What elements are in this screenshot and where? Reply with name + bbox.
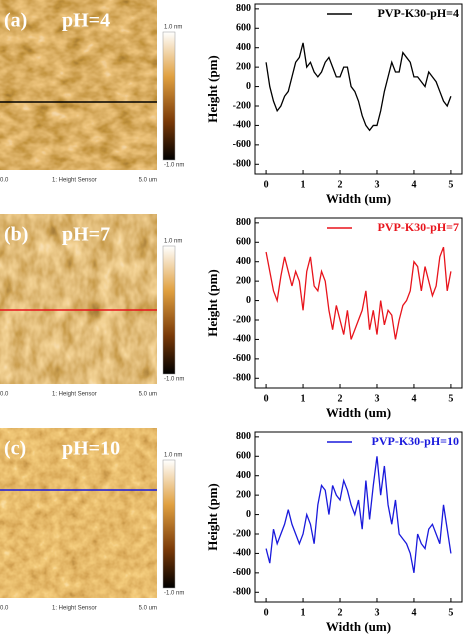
legend-label: PVP-K30-pH=7 [378,220,460,234]
x-tick-label: 4 [411,393,416,404]
x-end: 5.0 um [139,392,157,398]
plot-frame [254,431,463,603]
plot-frame [254,3,463,175]
y-tick-label: -400 [233,120,251,131]
scale-max: 1.0 nm [164,239,182,245]
y-tick-label: 200 [236,61,251,72]
x-tick-label: 1 [301,179,306,190]
y-tick-label: -800 [233,373,251,384]
panel-label: (b) [4,224,28,246]
y-axis-label: Height (pm) [205,55,220,123]
x-end: 5.0 um [139,178,157,184]
y-tick-label: 400 [236,470,251,481]
afm-image [0,214,157,384]
x-end: 5.0 um [139,606,157,612]
color-bar [162,459,176,589]
x-tick-label: 3 [374,393,379,404]
y-tick-label: 800 [236,3,251,14]
y-tick-label: -800 [233,587,251,598]
x-tick-label: 5 [448,393,453,404]
scale-max: 1.0 nm [164,25,182,31]
y-tick-label: -400 [233,548,251,559]
panel-label: (c) [4,438,26,460]
sensor-label: 1: Height Sensor [52,606,97,612]
ph-label: pH=10 [62,438,120,460]
legend-label: PVP-K30-pH=10 [372,434,460,448]
y-tick-label: 800 [236,431,251,442]
scale-max: 1.0 nm [164,453,182,459]
color-bar [162,31,176,161]
y-tick-label: 600 [236,237,251,248]
y-tick-label: 0 [246,81,251,92]
y-tick-label: -200 [233,314,251,325]
ph-label: pH=7 [62,224,110,246]
sensor-label: 1: Height Sensor [52,178,97,184]
y-axis-label: Height (pm) [205,483,220,551]
x-tick-label: 1 [301,393,306,404]
y-tick-label: 600 [236,23,251,34]
ph-label: pH=4 [62,10,110,32]
y-tick-label: -600 [233,139,251,150]
profile-series [265,246,452,340]
y-tick-label: 0 [246,509,251,520]
afm-image [0,0,157,170]
x-tick-label: 5 [448,607,453,618]
scale-min: -1.0 nm [164,377,184,383]
y-tick-label: 400 [236,42,251,53]
x-axis-label: Width (um) [326,619,391,634]
afm-image [0,428,157,598]
y-tick-label: 800 [236,217,251,228]
x-tick-label: 2 [338,607,343,618]
x-start: 0.0 [0,392,9,398]
y-tick-label: 200 [236,489,251,500]
y-tick-label: -800 [233,159,251,170]
y-axis-label: Height (pm) [205,269,220,337]
y-tick-label: 400 [236,256,251,267]
profile-series [265,456,452,573]
x-tick-label: 5 [448,179,453,190]
legend-label: PVP-K30-pH=4 [378,6,460,20]
x-tick-label: 3 [374,607,379,618]
color-bar [162,245,176,375]
y-tick-label: -600 [233,353,251,364]
y-tick-label: -600 [233,567,251,578]
y-tick-label: 200 [236,275,251,286]
x-tick-label: 1 [301,607,306,618]
y-tick-label: 600 [236,451,251,462]
x-tick-label: 0 [264,393,269,404]
x-tick-label: 2 [338,393,343,404]
x-start: 0.0 [0,178,9,184]
y-tick-label: -200 [233,100,251,111]
x-start: 0.0 [0,606,9,612]
profile-series [265,42,452,132]
x-tick-label: 4 [411,607,416,618]
y-tick-label: 0 [246,295,251,306]
sensor-label: 1: Height Sensor [52,392,97,398]
x-tick-label: 2 [338,179,343,190]
x-tick-label: 3 [374,179,379,190]
scale-min: -1.0 nm [164,163,184,169]
plot-frame [254,217,463,389]
x-axis-label: Width (um) [326,191,391,206]
x-tick-label: 0 [264,179,269,190]
x-tick-label: 4 [411,179,416,190]
x-tick-label: 0 [264,607,269,618]
scale-min: -1.0 nm [164,591,184,597]
panel-label: (a) [4,10,27,32]
y-tick-label: -400 [233,334,251,345]
y-tick-label: -200 [233,528,251,539]
x-axis-label: Width (um) [326,405,391,420]
